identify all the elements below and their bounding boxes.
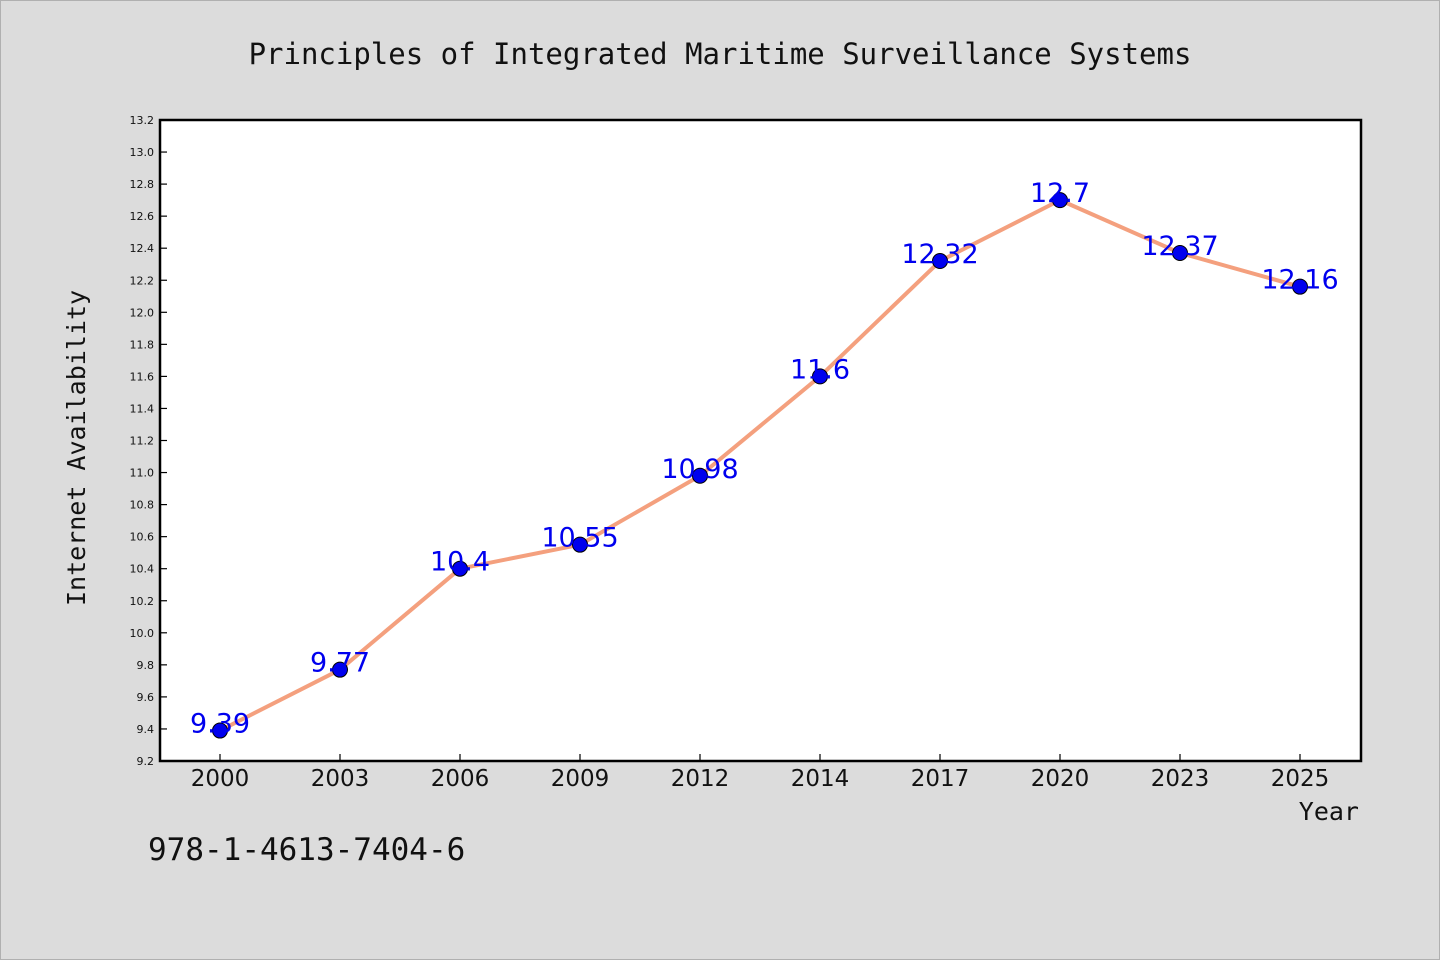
- x-axis-label: Year: [1299, 797, 1359, 826]
- data-labels: 9.39 9.77 10.4 10.55 10.98 11.6 12.32 12.7 12.37…: [190, 178, 1339, 739]
- data-label: 10.4: [430, 547, 490, 578]
- data-label: 12.16: [1261, 265, 1338, 296]
- data-label: 9.77: [310, 648, 370, 679]
- data-point: [692, 467, 708, 484]
- x-tick-label: 2025: [1271, 766, 1330, 792]
- y-tick-label: 10.8: [130, 499, 155, 512]
- y-tick-label: 9.2: [137, 755, 155, 768]
- y-tick-label: 12.4: [130, 242, 155, 255]
- series-line: [219, 198, 1301, 733]
- data-point: [572, 536, 588, 553]
- y-tick-label: 12.6: [130, 210, 155, 223]
- x-tick-label: 2012: [671, 766, 730, 792]
- x-tick-label: 2003: [311, 766, 370, 792]
- data-points: [212, 192, 1308, 739]
- data-point: [1172, 245, 1188, 262]
- chart-title: Principles of Integrated Maritime Survei…: [249, 37, 1192, 71]
- y-tick-label: 11.6: [130, 370, 155, 383]
- y-tick-label: 12.8: [130, 178, 155, 191]
- y-tick-label: 10.4: [130, 563, 155, 576]
- y-tick-label: 9.6: [137, 691, 155, 704]
- y-axis: 9.2 9.4 9.6 9.8 10.0 10.2 10.4 10.6 10.8 11.0 11.2…: [130, 114, 167, 768]
- isbn-text: 978-1-4613-7404-6: [148, 832, 466, 868]
- y-axis-label: Internet Availability: [62, 290, 91, 606]
- y-tick-label: 9.4: [137, 723, 155, 736]
- data-label: 10.55: [541, 523, 618, 554]
- y-tick-label: 12.2: [130, 274, 155, 287]
- data-point: [1052, 192, 1068, 209]
- data-point: [932, 253, 948, 270]
- data-label: 10.98: [661, 454, 738, 485]
- data-label: 11.6: [790, 354, 850, 385]
- x-tick-label: 2006: [431, 766, 490, 792]
- data-point: [1292, 278, 1308, 295]
- y-tick-label: 11.4: [130, 402, 155, 415]
- y-tick-label: 10.6: [130, 531, 155, 544]
- y-tick-label: 13.0: [130, 146, 155, 159]
- x-tick-label: 2023: [1151, 766, 1210, 792]
- y-tick-label: 9.8: [137, 659, 155, 672]
- x-axis: 2000 2003 2006 2009 2012 2014 2017 2020 2023 2025: [191, 754, 1330, 792]
- y-tick-label: 10.0: [130, 627, 155, 640]
- x-tick-label: 2009: [551, 766, 610, 792]
- y-tick-label: 12.0: [130, 306, 155, 319]
- x-tick-label: 2000: [191, 766, 250, 792]
- x-tick-label: 2014: [791, 766, 850, 792]
- data-point: [812, 368, 828, 385]
- data-label: 9.39: [190, 709, 250, 740]
- y-tick-label: 10.2: [130, 595, 155, 608]
- y-tick-label: 11.8: [130, 338, 155, 351]
- data-point: [452, 560, 468, 577]
- y-tick-label: 11.0: [130, 467, 155, 480]
- x-tick-label: 2020: [1031, 766, 1090, 792]
- data-label: 12.7: [1030, 178, 1090, 209]
- data-point: [212, 722, 228, 739]
- data-point: [332, 661, 348, 678]
- y-tick-label: 13.2: [130, 114, 155, 127]
- data-label: 12.37: [1141, 231, 1218, 262]
- data-label: 12.32: [901, 239, 978, 270]
- y-tick-label: 11.2: [130, 435, 155, 448]
- x-tick-label: 2017: [911, 766, 970, 792]
